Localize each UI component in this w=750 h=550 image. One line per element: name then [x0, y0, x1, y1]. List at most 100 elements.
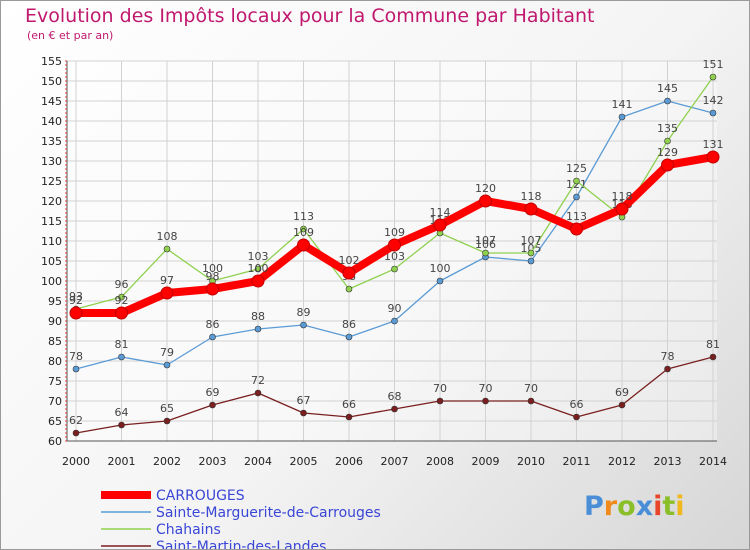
y-tick-label: 95: [48, 295, 62, 308]
x-tick-label: 2012: [608, 455, 636, 468]
data-label: 98: [206, 270, 220, 283]
x-tick-label: 2007: [381, 455, 409, 468]
y-tick-label: 90: [48, 315, 62, 328]
data-label: 92: [69, 294, 83, 307]
data-label: 100: [430, 262, 451, 275]
x-tick-label: 2004: [244, 455, 272, 468]
data-point: [664, 365, 671, 373]
data-point: [527, 397, 535, 405]
data-point: [570, 222, 583, 236]
data-label: 97: [160, 274, 174, 287]
data-point: [297, 238, 310, 252]
data-label: 108: [157, 230, 178, 243]
data-point: [118, 353, 125, 361]
data-label: 90: [388, 302, 402, 315]
data-point: [206, 282, 219, 296]
data-point: [388, 238, 401, 252]
y-tick-label: 125: [41, 175, 62, 188]
series-saint-martin-des-landes: 62 64 65 69 72 67 66 68 70 70 70 66 69 78 81: [69, 338, 720, 437]
data-label: 81: [115, 338, 129, 351]
x-tick-label: 2010: [517, 455, 545, 468]
y-tick-label: 70: [48, 395, 62, 408]
data-label: 109: [293, 226, 314, 239]
data-point: [482, 249, 489, 257]
y-tick-label: 135: [41, 135, 62, 148]
data-point: [618, 401, 626, 409]
x-tick-label: 2001: [108, 455, 136, 468]
x-tick-label: 2006: [335, 455, 363, 468]
data-label: 68: [388, 390, 402, 403]
data-point: [709, 353, 717, 361]
data-label: 86: [342, 318, 356, 331]
data-point: [345, 333, 353, 341]
data-label: 78: [69, 350, 83, 363]
data-point: [664, 137, 671, 145]
data-point: [342, 266, 356, 280]
data-point: [436, 277, 444, 285]
logo-text: Proxiti: [584, 491, 685, 522]
data-point: [69, 306, 83, 320]
data-point: [345, 285, 353, 293]
y-tick-label: 60: [48, 435, 62, 448]
data-label: 93: [69, 290, 83, 303]
data-label: 72: [251, 374, 265, 387]
data-point: [573, 177, 580, 185]
data-label: 118: [612, 190, 633, 203]
data-label: 81: [706, 338, 720, 351]
data-point: [163, 245, 171, 253]
data-label: 64: [115, 406, 129, 419]
data-label: 70: [479, 382, 493, 395]
data-label: 142: [703, 94, 724, 107]
legend-label: Sainte-Marguerite-de-Carrouges: [156, 505, 381, 521]
data-label: 120: [475, 182, 496, 195]
data-point: [482, 397, 489, 405]
data-label: 103: [384, 250, 405, 263]
data-label: 103: [248, 250, 269, 263]
data-label: 69: [206, 386, 220, 399]
data-point: [709, 109, 717, 117]
chart-subtitle: (en € et par an): [27, 29, 114, 42]
data-point: [160, 286, 174, 300]
y-tick-label: 110: [41, 235, 62, 248]
data-label: 141: [612, 98, 633, 111]
data-label: 131: [703, 138, 724, 151]
data-label: 135: [657, 122, 678, 135]
data-point: [300, 225, 307, 233]
data-point: [251, 274, 265, 288]
chart-title: Evolution des Impôts locaux pour la Comm…: [25, 5, 595, 27]
data-label: 66: [570, 398, 584, 411]
data-label: 100: [202, 262, 223, 275]
data-label: 106: [475, 238, 496, 251]
data-label: 107: [475, 234, 496, 247]
data-point: [664, 97, 671, 105]
data-point: [391, 265, 398, 273]
data-point: [209, 401, 216, 409]
x-tick-label: 2013: [654, 455, 682, 468]
data-point: [118, 293, 125, 301]
data-point: [527, 257, 535, 265]
data-label: 92: [115, 294, 129, 307]
data-label: 100: [248, 262, 269, 275]
data-point: [72, 429, 80, 437]
data-point: [163, 361, 171, 369]
x-tick-label: 2011: [563, 455, 591, 468]
y-tick-label: 100: [41, 275, 62, 288]
data-point: [254, 265, 262, 273]
data-label: 70: [433, 382, 447, 395]
y-tick-label: 80: [48, 355, 62, 368]
y-tick-label: 145: [41, 95, 62, 108]
data-label: 78: [661, 350, 675, 363]
data-label: 96: [115, 278, 129, 291]
x-tick-label: 2002: [153, 455, 181, 468]
data-label: 109: [384, 226, 405, 239]
x-tick-label: 2005: [290, 455, 318, 468]
data-point: [618, 113, 626, 121]
data-label: 145: [657, 82, 678, 95]
proxiti-logo: Proxiti: [584, 491, 685, 522]
data-label: 102: [339, 254, 360, 267]
legend-label: Saint-Martin-des-Landes: [156, 539, 326, 550]
y-tick-label: 65: [48, 415, 62, 428]
y-tick-label: 115: [41, 215, 62, 228]
